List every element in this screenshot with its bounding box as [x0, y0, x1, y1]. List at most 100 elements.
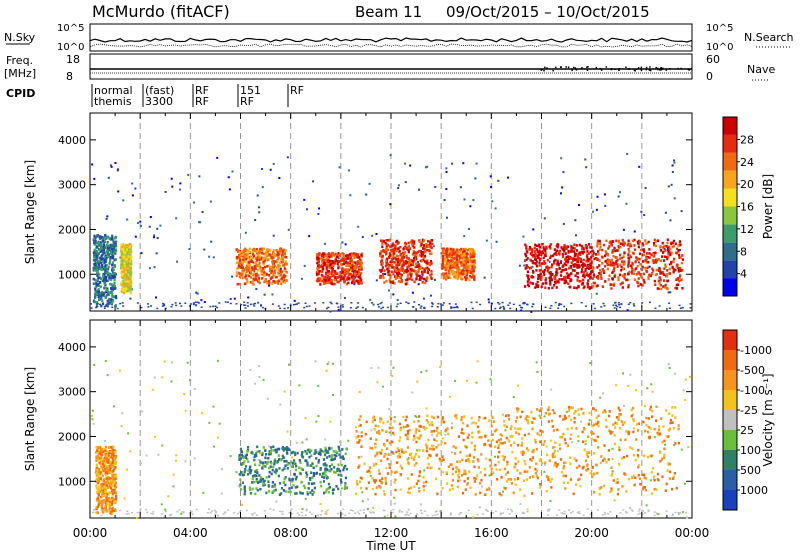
echo-cell [474, 253, 476, 256]
echo-cell [460, 248, 462, 251]
echo-cell [578, 258, 580, 261]
echo-point [462, 162, 464, 164]
echo-cell [653, 262, 655, 265]
cpid-segment-line2: 3300 [145, 95, 173, 108]
echo-point [359, 391, 361, 393]
echo-cell [611, 259, 613, 262]
echo-cell [536, 248, 538, 251]
y-axis-title: Slant Range [km] [23, 160, 37, 264]
echo-cell [111, 290, 113, 293]
echo-cell [93, 282, 95, 285]
echo-point [389, 203, 391, 205]
echo-cell [262, 483, 264, 486]
echo-point [574, 219, 576, 221]
echo-cell [324, 454, 326, 457]
echo-cell [265, 254, 267, 257]
echo-cell [283, 460, 285, 463]
echo-point [612, 448, 614, 450]
echo-cell [460, 261, 462, 264]
echo-cell [428, 249, 430, 252]
echo-cell [121, 290, 123, 293]
echo-cell [267, 457, 269, 460]
freq-tick-bottom: 8 [66, 70, 73, 83]
echo-point [496, 241, 498, 243]
echo-cell [473, 263, 475, 266]
echo-point [170, 306, 172, 308]
echo-point [563, 306, 565, 308]
echo-cell [381, 269, 383, 272]
echo-point [198, 175, 200, 177]
echo-cell [633, 244, 635, 247]
echo-point [494, 456, 496, 458]
echo-cell [551, 273, 553, 276]
echo-cell [382, 249, 384, 252]
echo-cell [663, 279, 665, 282]
echo-cell [339, 271, 341, 274]
echo-point [147, 306, 149, 308]
echo-cell [114, 478, 116, 481]
echo-point [175, 217, 177, 219]
echo-cell [401, 274, 403, 277]
echo-cell [664, 264, 666, 267]
echo-cell [98, 446, 100, 449]
echo-cell [560, 274, 562, 277]
echo-cell [297, 452, 299, 455]
echo-cell [347, 272, 349, 275]
echo-cell [381, 245, 383, 248]
echo-cell [581, 248, 583, 251]
echo-point [520, 310, 522, 312]
echo-point [579, 485, 581, 487]
echo-cell [577, 261, 579, 264]
echo-point [597, 196, 599, 198]
echo-point [371, 302, 373, 304]
echo-cell [111, 283, 113, 286]
echo-cell [107, 486, 109, 489]
echo-cell [593, 273, 595, 276]
echo-point [122, 199, 124, 201]
echo-point [361, 491, 363, 493]
echo-cell [657, 239, 659, 242]
echo-point [161, 376, 163, 378]
echo-point [249, 369, 251, 371]
echo-point [230, 303, 232, 305]
echo-cell [592, 254, 594, 257]
echo-cell [528, 278, 530, 281]
echo-cell [534, 250, 536, 253]
nave-point [587, 66, 589, 68]
cpid-label: CPID [6, 87, 35, 100]
echo-point [650, 383, 652, 385]
echo-point [673, 162, 675, 164]
echo-cell [582, 279, 584, 282]
echo-cell [112, 275, 114, 278]
echo-cell [290, 491, 292, 494]
echo-cell [277, 280, 279, 283]
echo-cell [113, 481, 115, 484]
freq-trace [90, 66, 692, 73]
echo-cell [621, 257, 623, 260]
echo-cell [665, 284, 667, 287]
echo-cell [266, 273, 268, 276]
echo-cell [593, 252, 595, 255]
echo-cell [631, 267, 633, 270]
echo-point [341, 241, 343, 243]
echo-cell [111, 293, 113, 296]
echo-cell [334, 279, 336, 282]
nave-tick-top: 60 [706, 53, 720, 66]
echo-point [154, 376, 156, 378]
echo-cell [647, 261, 649, 264]
echo-cell [658, 280, 660, 283]
echo-cell [630, 245, 632, 248]
nave-point [634, 70, 636, 72]
echo-point [502, 302, 504, 304]
echo-cell [121, 273, 123, 276]
echo-cell [339, 253, 341, 256]
echo-point [522, 236, 524, 238]
echo-cell [106, 289, 108, 292]
echo-cell [105, 496, 107, 499]
echo-point [294, 300, 296, 302]
echo-cell [442, 263, 444, 266]
echo-cell [657, 287, 659, 290]
echo-point [371, 235, 373, 237]
nave-point [649, 66, 651, 68]
nave-point [596, 67, 598, 69]
